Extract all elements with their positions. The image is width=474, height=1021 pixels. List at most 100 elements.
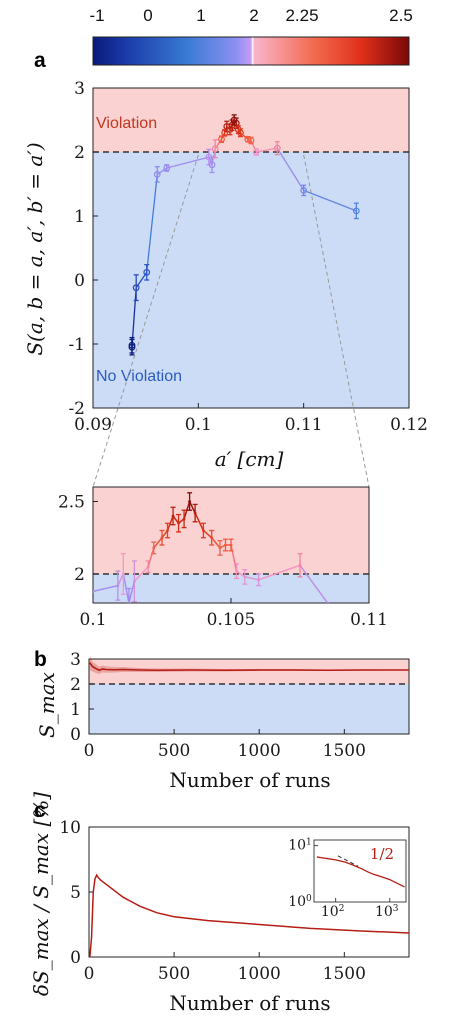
x-tick-label: 1000 [238, 964, 281, 984]
data-point [298, 563, 302, 567]
zoom-series [93, 492, 329, 603]
y-tick-label: 2.5 [58, 493, 85, 513]
inset-y-tick-label: 100 [288, 894, 312, 910]
panel-letter-c: c [34, 799, 46, 822]
panel-letter-b: b [34, 648, 47, 671]
data-point [237, 129, 244, 137]
inset-y-tick-label: 101 [288, 838, 312, 854]
data-point [224, 543, 227, 547]
x-tick-label: 1500 [323, 964, 366, 984]
data-point [247, 137, 255, 144]
inset-x-tick-exp: 3 [393, 904, 399, 914]
colorbar: -1 0 1 2 2.25 2.5 [89, 6, 413, 66]
data-point [132, 284, 140, 292]
relative-error-line [89, 873, 410, 958]
inset-y-tick-exp: 1 [306, 838, 312, 848]
data-point [163, 164, 171, 172]
series-line-segment [93, 584, 119, 593]
x-tick-label: 500 [158, 741, 190, 761]
series-line-segment [146, 174, 158, 273]
inset-line [316, 856, 405, 888]
series-line-segment [172, 515, 180, 524]
x-tick-label: 0.09 [74, 415, 112, 435]
data-point [177, 521, 180, 525]
data-point [252, 148, 260, 156]
x-tick-label: 0.11 [285, 415, 323, 435]
series-line-segment [214, 138, 223, 150]
zoom-connector-left [92, 154, 199, 488]
series-line-segment [153, 537, 163, 549]
series-line-segment [117, 573, 125, 586]
series-line-segment [276, 147, 305, 191]
data-point [243, 575, 247, 579]
series-line-segment [258, 564, 301, 581]
y-tick-label: 1 [74, 207, 85, 227]
series-line-segment [133, 566, 149, 582]
y-tick-label: 3 [70, 650, 81, 670]
series-line-segment [299, 564, 329, 603]
data-point [152, 546, 156, 550]
series-line-segment [161, 530, 169, 539]
y-tick-label: 2 [74, 565, 85, 585]
data-point [257, 578, 260, 582]
colorbar-tick-label: 0 [143, 6, 152, 25]
inset-x-tick-label: 103 [375, 904, 399, 920]
data-point [211, 145, 219, 153]
series-line-segment [188, 501, 196, 514]
data-point [218, 546, 222, 550]
panel-letter-a: a [34, 49, 46, 72]
inset-frame [313, 839, 407, 903]
data-point [146, 565, 150, 569]
x-tick-label: 0.1 [79, 610, 106, 630]
data-point [193, 511, 197, 515]
inset-y-tick-exp: 0 [306, 894, 312, 904]
panel-a: 0.09 0.1 0.11 0.12 -2 -1 0 1 2 3 [68, 79, 427, 435]
colorbar-tick-label: -1 [89, 6, 104, 25]
series-line-segment [128, 581, 136, 603]
colorbar-tick-label: 2 [249, 6, 258, 25]
series-line-segment [303, 189, 357, 212]
x-tick-label: 1000 [238, 741, 281, 761]
series-line-segment [256, 147, 278, 153]
panel-b: 0 500 1000 1500 0 1 2 3 [70, 650, 410, 761]
data-point [166, 529, 169, 532]
data-point [218, 135, 225, 143]
smax-line [89, 662, 409, 672]
data-point [127, 601, 131, 603]
colorbar-tick-label: 2.5 [389, 6, 413, 25]
y-tick-label: 3 [74, 79, 85, 99]
panel-a-zoom: 0.1 0.105 0.11 2 2.5 [58, 486, 388, 630]
x-tick-label: 0.11 [350, 610, 388, 630]
data-point [116, 584, 120, 587]
series-line-segment [156, 167, 168, 175]
data-point [133, 579, 136, 583]
colorbar-tick-label: 1 [196, 6, 205, 25]
y-tick-label: 0 [74, 271, 85, 291]
data-point [208, 161, 216, 169]
axes-frame [88, 658, 410, 735]
violation-label: Violation [96, 115, 157, 132]
colorbar-tick-label: 2.25 [285, 6, 318, 25]
y-tick-label: 2 [70, 675, 81, 695]
series-line-segment [244, 576, 259, 581]
y-tick-label: 0 [70, 725, 81, 745]
series-line-segment [194, 512, 205, 531]
series-line-segment [122, 573, 130, 603]
data-point [153, 170, 161, 178]
series-line-segment [211, 537, 221, 549]
series-line-segment [166, 156, 210, 169]
data-point [300, 186, 308, 194]
panel-a-xlabel: a′ [cm] [215, 447, 284, 471]
x-tick-label: 0.105 [207, 610, 256, 630]
data-point [210, 536, 214, 540]
series-line-segment [183, 501, 191, 520]
data-point [326, 601, 329, 603]
data-point [93, 590, 95, 593]
colorbar-gradient [92, 36, 410, 66]
inset-slope-label: 1/2 [370, 845, 394, 863]
series-line-segment [240, 132, 249, 140]
data-point [235, 569, 238, 573]
data-point [128, 343, 136, 351]
series-line-segment [202, 529, 213, 539]
